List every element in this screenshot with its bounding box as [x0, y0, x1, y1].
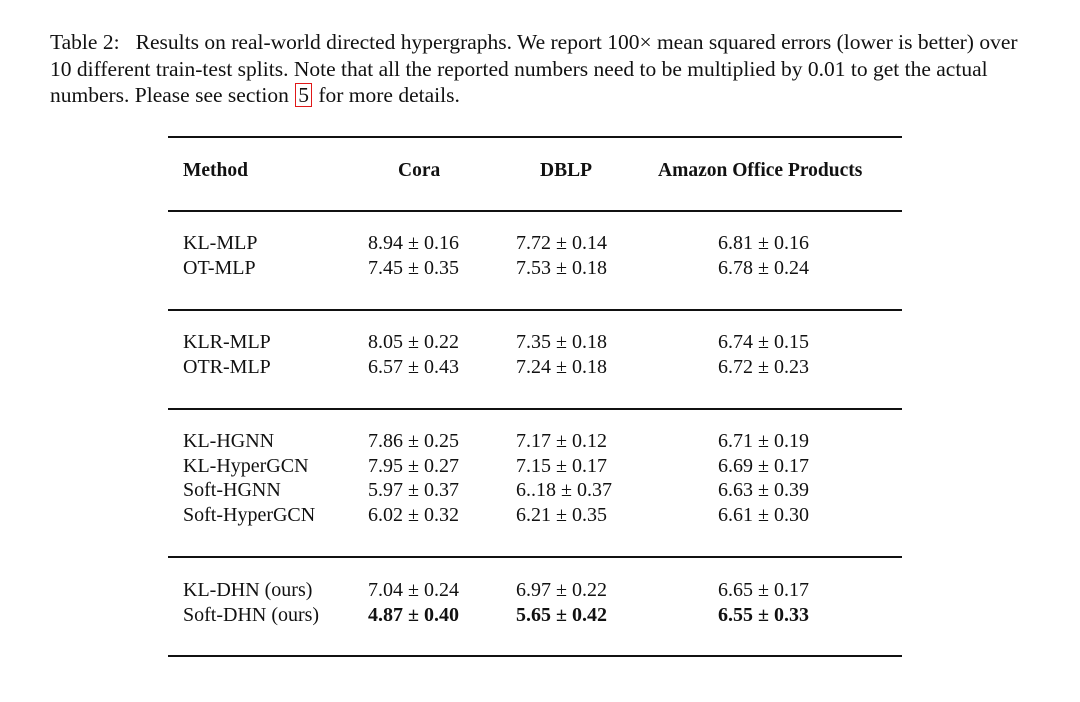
amazon-cell: 6.55 ± 0.33: [718, 603, 809, 626]
method-cell: Soft-HyperGCN: [183, 503, 316, 526]
header-method: Method: [183, 160, 248, 181]
group-rule: [168, 309, 902, 311]
method-cell: KL-HyperGCN: [183, 454, 309, 477]
header-rule: [168, 210, 902, 212]
header-cora: Cora: [398, 160, 441, 181]
group-rule: [168, 408, 902, 410]
bottom-rule: [168, 655, 902, 657]
method-cell: KL-DHN (ours): [183, 579, 313, 601]
method-cell: KL-MLP: [183, 232, 258, 254]
dblp-cell: 6.97 ± 0.22: [516, 579, 607, 601]
amazon-cell: 6.78 ± 0.24: [718, 256, 809, 279]
method-cell: OT-MLP: [183, 256, 256, 279]
amazon-cell: 6.69 ± 0.17: [718, 454, 809, 477]
cora-cell: 6.57 ± 0.43: [368, 355, 459, 378]
dblp-cell: 7.15 ± 0.17: [516, 454, 607, 477]
cora-cell: 8.94 ± 0.16: [368, 232, 459, 254]
header-dblp: DBLP: [540, 160, 593, 181]
cora-cell: 7.45 ± 0.35: [368, 256, 459, 279]
method-cell: Soft-DHN (ours): [183, 603, 320, 626]
amazon-cell: 6.72 ± 0.23: [718, 355, 809, 378]
amazon-cell: 6.61 ± 0.30: [718, 503, 809, 526]
method-cell: KLR-MLP: [183, 331, 271, 353]
amazon-cell: 6.71 ± 0.19: [718, 430, 809, 452]
amazon-cell: 6.81 ± 0.16: [718, 232, 809, 254]
dblp-cell: 7.53 ± 0.18: [516, 256, 607, 279]
dblp-cell: 7.24 ± 0.18: [516, 355, 607, 378]
amazon-cell: 6.74 ± 0.15: [718, 331, 809, 353]
dblp-cell: 6.21 ± 0.35: [516, 503, 607, 526]
table-caption: Table 2: Results on real-world directed …: [50, 29, 1035, 109]
section-reference-link[interactable]: 5: [295, 83, 312, 107]
dblp-cell: 5.65 ± 0.42: [516, 603, 607, 626]
cora-cell: 7.86 ± 0.25: [368, 430, 459, 452]
cora-cell: 5.97 ± 0.37: [368, 479, 459, 502]
method-cell: Soft-HGNN: [183, 479, 281, 502]
dblp-cell: 7.72 ± 0.14: [516, 232, 607, 254]
amazon-cell: 6.63 ± 0.39: [718, 479, 809, 502]
method-cell: KL-HGNN: [183, 430, 275, 452]
cora-cell: 7.04 ± 0.24: [368, 579, 459, 601]
cora-cell: 6.02 ± 0.32: [368, 503, 459, 526]
amazon-cell: 6.65 ± 0.17: [718, 579, 809, 601]
cora-cell: 8.05 ± 0.22: [368, 331, 459, 353]
cora-cell: 7.95 ± 0.27: [368, 454, 459, 477]
group-rule: [168, 556, 902, 558]
dblp-cell: 7.35 ± 0.18: [516, 331, 607, 353]
dblp-cell: 6..18 ± 0.37: [516, 479, 612, 502]
cora-cell: 4.87 ± 0.40: [368, 603, 459, 626]
caption-text: Results on real-world directed hypergrap…: [50, 30, 1018, 107]
dblp-cell: 7.17 ± 0.12: [516, 430, 607, 452]
method-cell: OTR-MLP: [183, 355, 271, 378]
top-rule: [168, 136, 902, 138]
header-amazon: Amazon Office Products: [658, 160, 863, 181]
caption-label: Table 2:: [50, 30, 120, 54]
caption-text-end: for more details.: [318, 83, 460, 107]
